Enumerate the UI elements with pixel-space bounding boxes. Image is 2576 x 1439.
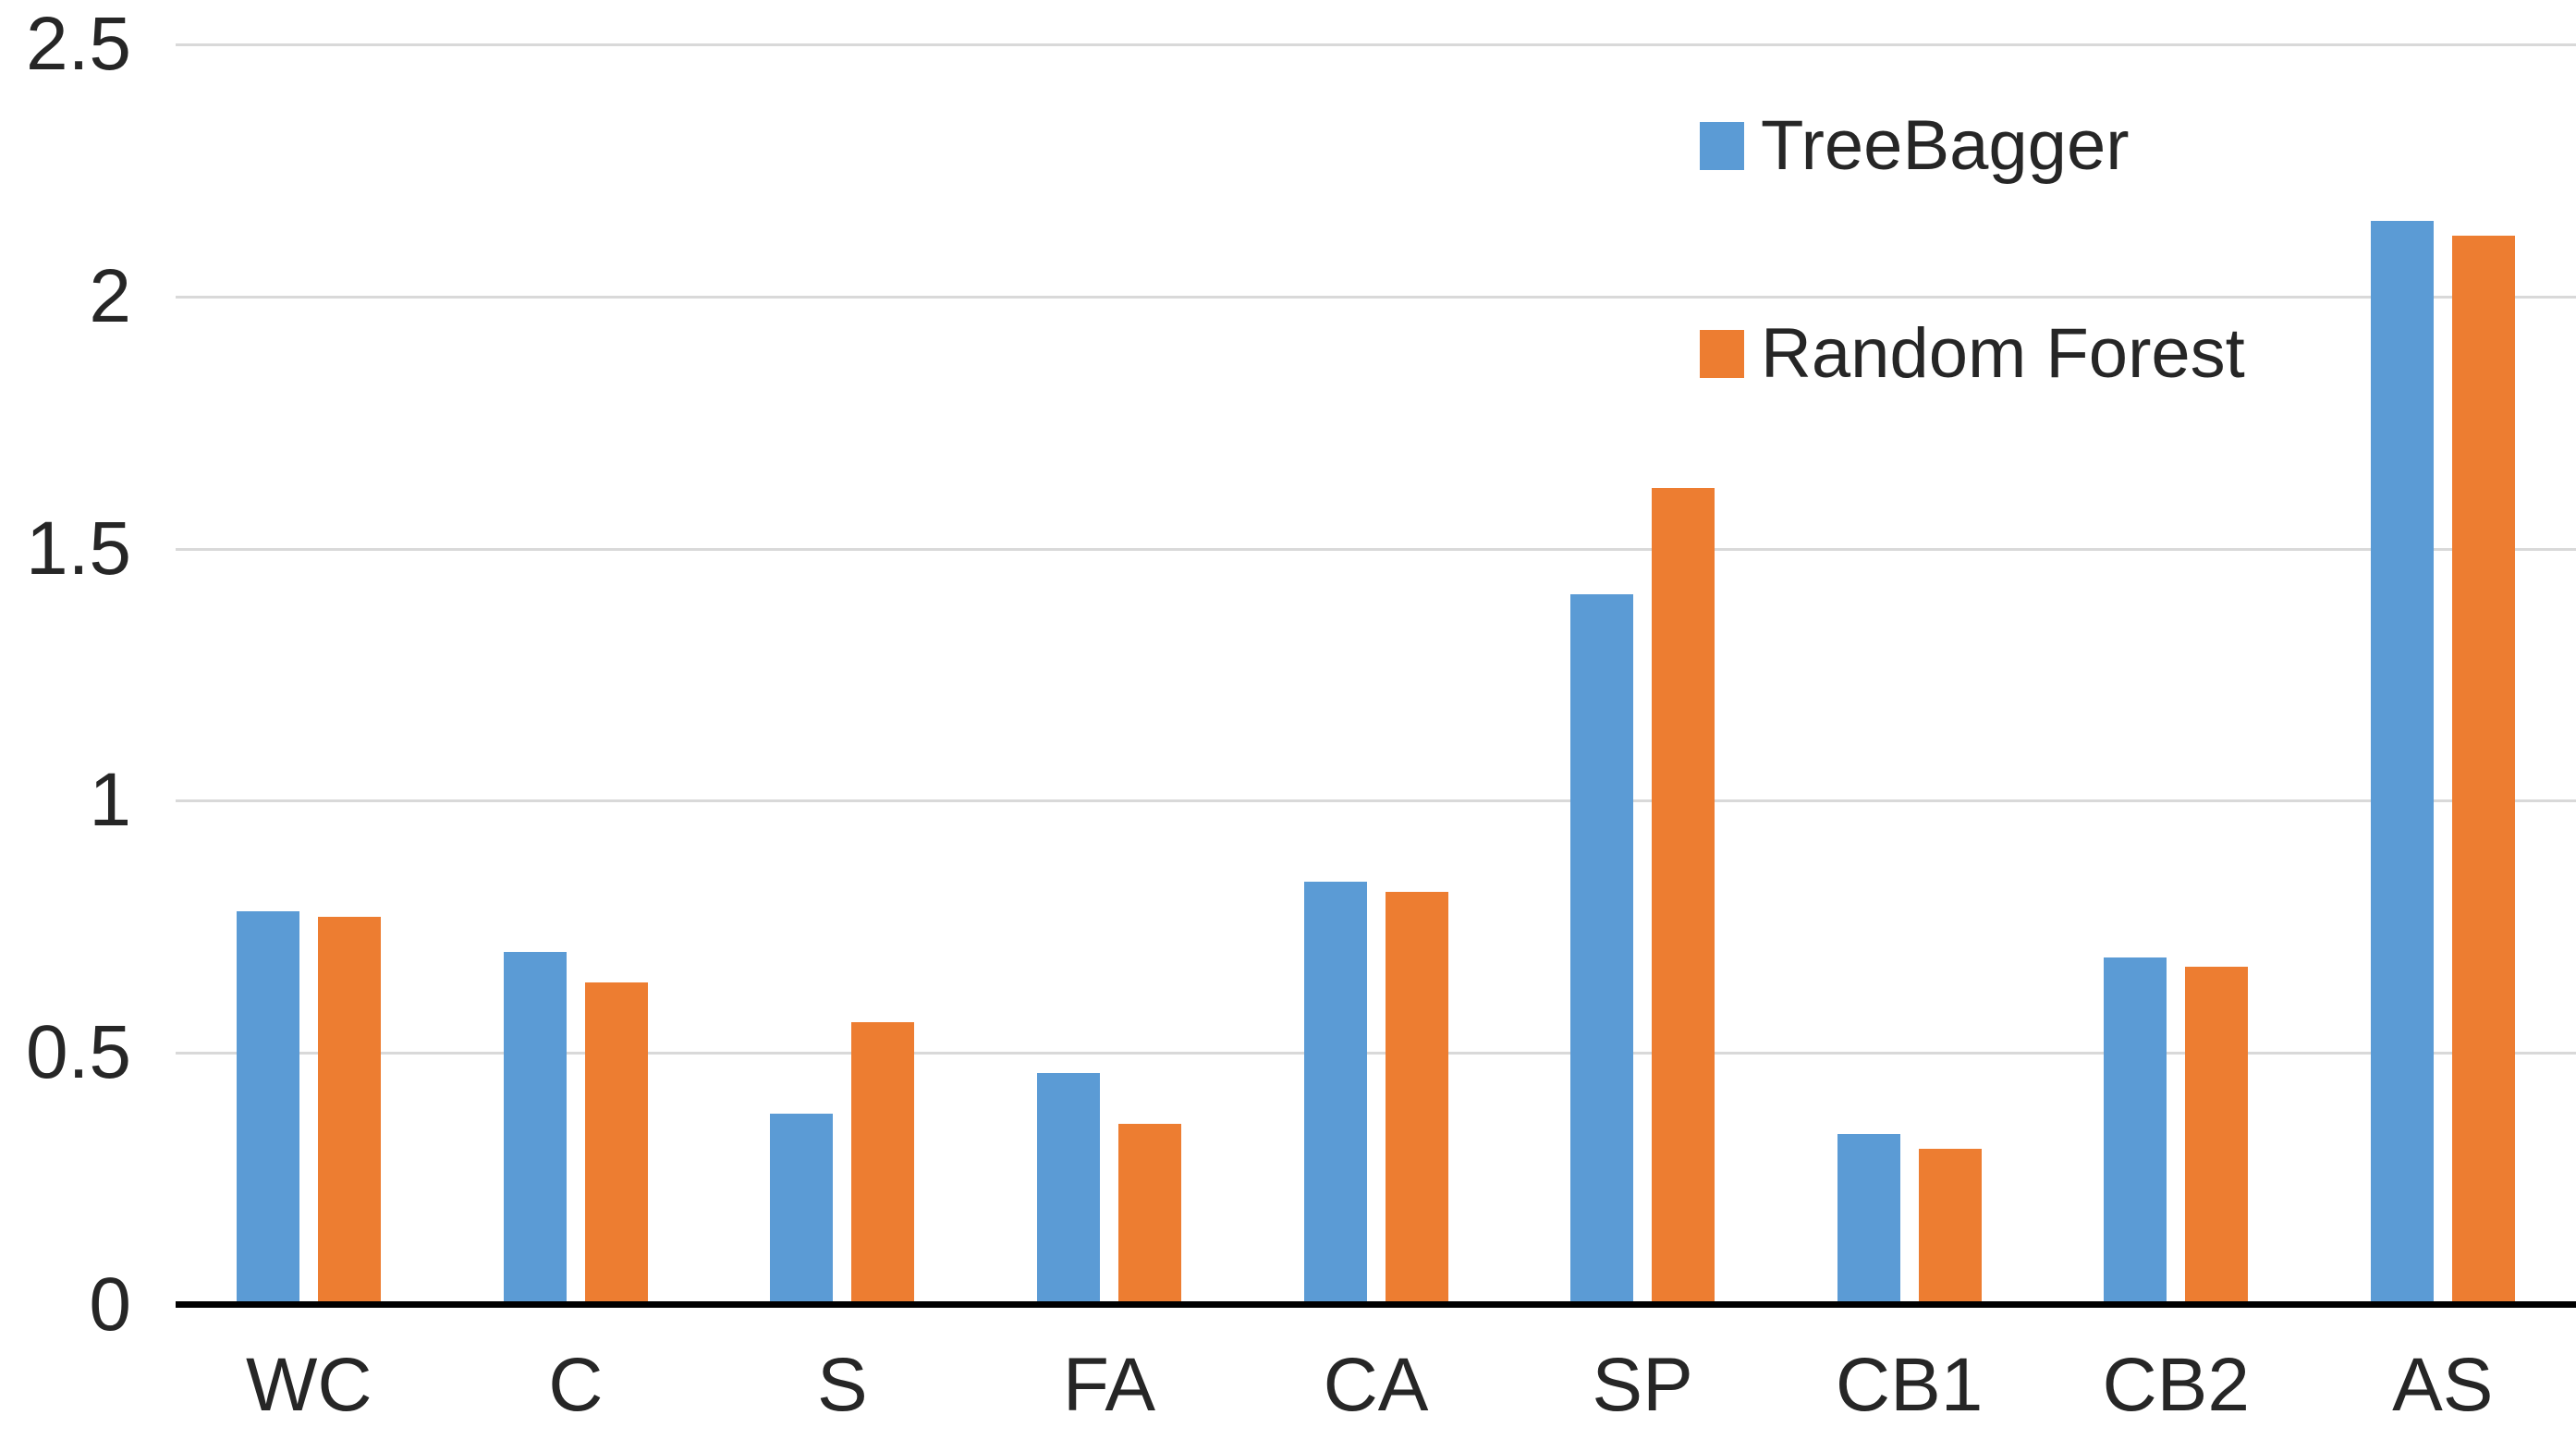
gridlines: [176, 43, 2576, 1305]
bar-treebagger-fa: [1036, 1073, 1100, 1305]
y-tick-label-0: 0: [89, 1262, 131, 1347]
gridline-2.5: [176, 43, 2576, 46]
bar-group-fa: [976, 44, 1243, 1305]
bar-group-wc: [176, 44, 443, 1305]
y-tick-label-1.5: 1.5: [26, 506, 131, 591]
x-axis-labels: WC C S FA CA SP CB1 CB2 AS: [176, 1348, 2576, 1423]
legend-swatch-random-forest: [1700, 330, 1744, 378]
x-tick-label-cb1: CB1: [1835, 1343, 1984, 1427]
x-tick-label-c: C: [548, 1343, 604, 1427]
bar-random-forest-fa: [1117, 1123, 1181, 1305]
plot-area: [176, 43, 2576, 1308]
bar-random-forest-c: [584, 982, 648, 1305]
bar-random-forest-s: [851, 1022, 915, 1305]
x-tick-label-cb2: CB2: [2102, 1343, 2250, 1427]
y-tick-label-2: 2: [89, 253, 131, 338]
gridline-1: [176, 799, 2576, 803]
bar-group-sp: [1509, 44, 1776, 1305]
gridline-0.5: [176, 1052, 2576, 1055]
bar-random-forest-as: [2451, 236, 2515, 1305]
gridline-1.5: [176, 547, 2576, 551]
bar-treebagger-sp: [1570, 593, 1634, 1305]
x-tick-label-fa: FA: [1062, 1343, 1156, 1427]
legend: TreeBagger Random Forest: [1700, 106, 2245, 529]
bar-group-c: [443, 44, 710, 1305]
bar-treebagger-ca: [1303, 881, 1367, 1305]
bar-random-forest-cb1: [1918, 1148, 1982, 1305]
legend-swatch-treebagger: [1700, 122, 1744, 170]
bar-group-s: [709, 44, 976, 1305]
legend-entry-treebagger: TreeBagger: [1700, 106, 2245, 185]
bar-treebagger-wc: [237, 911, 300, 1305]
bar-treebagger-s: [770, 1113, 834, 1305]
bar-group-as: [2310, 44, 2576, 1305]
bar-treebagger-cb1: [1837, 1133, 1900, 1305]
bar-group-ca: [1242, 44, 1509, 1305]
bars-layer: [176, 44, 2576, 1305]
bar-random-forest-wc: [318, 916, 382, 1305]
x-tick-label-s: S: [817, 1343, 868, 1427]
x-tick-label-sp: SP: [1592, 1343, 1693, 1427]
legend-entry-random-forest: Random Forest: [1700, 314, 2245, 393]
y-tick-label-2.5: 2.5: [26, 2, 131, 86]
gridline-2: [176, 295, 2576, 299]
bar-group-cb1: [1776, 44, 2043, 1305]
bar-treebagger-cb2: [2104, 957, 2167, 1305]
y-axis-tick-labels: 0 0.5 1 1.5 2 2.5: [0, 0, 131, 1439]
bar-random-forest-ca: [1385, 891, 1448, 1305]
y-tick-label-0.5: 0.5: [26, 1010, 131, 1095]
legend-label-random-forest: Random Forest: [1761, 314, 2245, 393]
legend-label-treebagger: TreeBagger: [1761, 106, 2130, 185]
x-tick-label-wc: WC: [245, 1343, 372, 1427]
bar-treebagger-as: [2370, 220, 2434, 1305]
x-axis-line: [176, 1301, 2576, 1308]
bar-random-forest-sp: [1652, 488, 1715, 1305]
bar-group-cb2: [2043, 44, 2310, 1305]
x-tick-label-ca: CA: [1323, 1343, 1429, 1427]
x-tick-label-as: AS: [2392, 1343, 2494, 1427]
y-tick-label-1: 1: [89, 758, 131, 843]
bar-random-forest-cb2: [2185, 967, 2249, 1305]
bar-treebagger-c: [503, 952, 567, 1305]
